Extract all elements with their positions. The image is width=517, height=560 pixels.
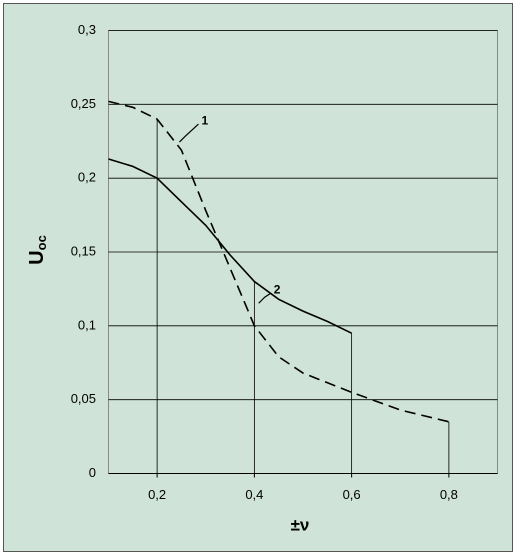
y-axis-label: Uoc — [26, 235, 49, 265]
series-label: 2 — [274, 282, 281, 296]
label-leader — [258, 292, 272, 304]
x-tick-label: 0,2 — [148, 487, 166, 502]
y-tick-label: 0,1 — [78, 317, 96, 332]
y-axis-label-sub: oc — [34, 235, 49, 250]
x-axis-label: ±ν — [291, 515, 310, 534]
y-tick-label: 0,15 — [71, 243, 96, 258]
x-tick-label: 0,8 — [440, 487, 458, 502]
x-tick-label: 0,4 — [245, 487, 263, 502]
y-tick-label: 0,25 — [71, 96, 96, 111]
series-line — [108, 100, 450, 423]
y-tick-label: 0,2 — [78, 170, 96, 185]
y-tick-label: 0,3 — [78, 22, 96, 37]
series-label: 1 — [201, 113, 208, 127]
y-tick-label: 0 — [89, 465, 96, 480]
label-leader — [179, 123, 199, 143]
y-axis-label-main: U — [26, 250, 48, 264]
x-tick-label: 0,6 — [343, 487, 361, 502]
y-tick-label: 0,05 — [71, 391, 96, 406]
series-line — [108, 158, 352, 334]
